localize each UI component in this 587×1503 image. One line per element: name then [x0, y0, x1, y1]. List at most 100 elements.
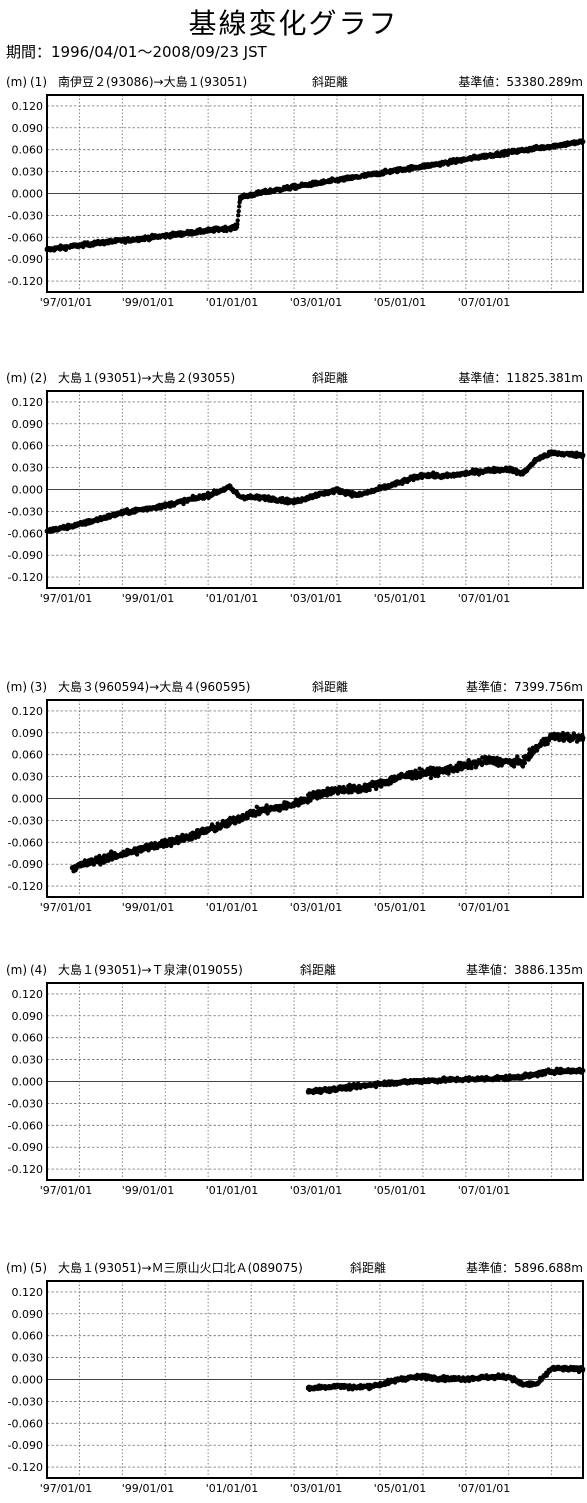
data-point [506, 1075, 512, 1081]
data-point [180, 231, 186, 237]
period-label: 期間：1996/04/01～2008/09/23 JST [6, 43, 267, 61]
x-tick-label: '99/01/01 [122, 1482, 174, 1495]
data-point [334, 787, 340, 793]
data-point [237, 194, 243, 200]
data-point [515, 754, 520, 759]
data-point [463, 471, 469, 476]
data-point [364, 788, 369, 794]
y-tick-label: 0.090 [12, 418, 44, 431]
data-point [94, 858, 100, 863]
chart-number: (1) [30, 75, 47, 89]
y-tick-label: 0.060 [12, 749, 44, 762]
page-title: 基線変化グラフ [188, 7, 399, 40]
x-tick-label: '03/01/01 [290, 1184, 342, 1197]
unit-label: (m) [6, 75, 27, 89]
x-tick-label: '01/01/01 [206, 1482, 258, 1495]
data-point [237, 204, 242, 209]
x-tick-label: '99/01/01 [122, 901, 174, 914]
data-point [94, 240, 100, 246]
chart-number: (4) [30, 963, 47, 977]
data-point [420, 472, 426, 478]
data-point [377, 1382, 383, 1387]
y-tick-label: 0.000 [12, 484, 44, 497]
x-tick-label: '03/01/01 [290, 1482, 342, 1495]
x-tick-label: '05/01/01 [374, 901, 426, 914]
data-point [355, 1385, 361, 1390]
y-tick-label: -0.120 [8, 275, 43, 288]
y-tick-label: -0.060 [8, 1417, 43, 1430]
x-tick-label: '01/01/01 [206, 296, 258, 309]
x-tick-label: '07/01/01 [458, 1184, 510, 1197]
unit-label: (m) [6, 680, 27, 694]
plot-frame [46, 982, 584, 1181]
y-tick-label: -0.030 [8, 1097, 43, 1110]
data-point [506, 466, 512, 472]
baseline-chart-3: (m) (3) 大島３(960594)→大島４(960595) 斜距離 基準値：7399… [6, 679, 586, 914]
data-point [463, 1376, 469, 1382]
data-point [205, 492, 211, 498]
y-tick-label: 0.060 [12, 1330, 44, 1343]
y-tick-label: 0.090 [12, 1308, 44, 1321]
y-tick-label: 0.000 [12, 1076, 44, 1089]
data-point [377, 486, 383, 492]
data-point [520, 759, 526, 765]
x-tick-label: '03/01/01 [290, 901, 342, 914]
data-point [134, 852, 140, 857]
data-point [463, 1076, 469, 1082]
x-tick-label: '05/01/01 [374, 592, 426, 605]
y-tick-label: 0.090 [12, 122, 44, 135]
x-tick-label: '97/01/01 [40, 901, 92, 914]
baseline-label: 南伊豆２(93086)→大島１(93051) [58, 74, 247, 89]
y-tick-label: -0.030 [8, 1395, 43, 1408]
x-tick-label: '97/01/01 [40, 296, 92, 309]
data-point [137, 847, 143, 852]
data-point [535, 456, 540, 462]
data-point [334, 1086, 340, 1092]
baseline-label: 大島１(93051)→大島２(93055) [58, 370, 235, 385]
data-point [305, 1385, 311, 1391]
data-point [236, 213, 241, 218]
y-tick-label: 0.030 [12, 166, 44, 179]
y-tick-label: 0.120 [12, 1286, 44, 1299]
y-tick-label: -0.090 [8, 1141, 43, 1154]
y-tick-label: -0.090 [8, 1439, 43, 1452]
data-point [223, 821, 229, 827]
x-tick-label: '99/01/01 [122, 1184, 174, 1197]
y-tick-label: 0.120 [12, 705, 44, 718]
y-tick-label: 0.000 [12, 188, 44, 201]
y-tick-label: 0.090 [12, 1010, 44, 1023]
data-point [549, 450, 555, 456]
x-tick-label: '01/01/01 [206, 901, 258, 914]
data-point [398, 774, 404, 779]
baseline-label: 大島１(93051)→Ｔ泉津(019055) [58, 962, 243, 977]
data-point [137, 236, 143, 242]
data-point [398, 1376, 404, 1382]
plot-frame [46, 390, 584, 589]
data-point [69, 865, 75, 871]
data-point [234, 224, 240, 230]
y-tick-label: -0.120 [8, 1461, 43, 1474]
measure-label: 斜距離 [312, 371, 348, 385]
x-tick-label: '07/01/01 [458, 901, 510, 914]
baseline-chart-4: (m) (4) 大島１(93051)→Ｔ泉津(019055) 斜距離 基準値：3886.… [6, 962, 586, 1197]
data-point [463, 763, 469, 769]
data-point [313, 492, 318, 498]
x-tick-label: '07/01/01 [458, 1482, 510, 1495]
data-points [305, 1364, 586, 1392]
data-point [420, 1078, 426, 1084]
reference-value: 基準値：7399.756m [466, 679, 583, 694]
plot-frame [46, 699, 584, 898]
plot-frame [46, 94, 584, 293]
y-tick-label: 0.000 [12, 1374, 44, 1387]
chart-number: (3) [30, 680, 47, 694]
data-point [420, 1374, 426, 1379]
data-point [549, 734, 555, 739]
y-tick-label: -0.120 [8, 571, 43, 584]
data-point [398, 479, 404, 485]
data-point [506, 759, 512, 765]
data-point [119, 510, 125, 516]
plot-frame [46, 1280, 584, 1479]
y-tick-label: -0.120 [8, 880, 43, 893]
y-tick-label: -0.060 [8, 836, 43, 849]
reference-value: 基準値：3886.135m [466, 962, 583, 977]
